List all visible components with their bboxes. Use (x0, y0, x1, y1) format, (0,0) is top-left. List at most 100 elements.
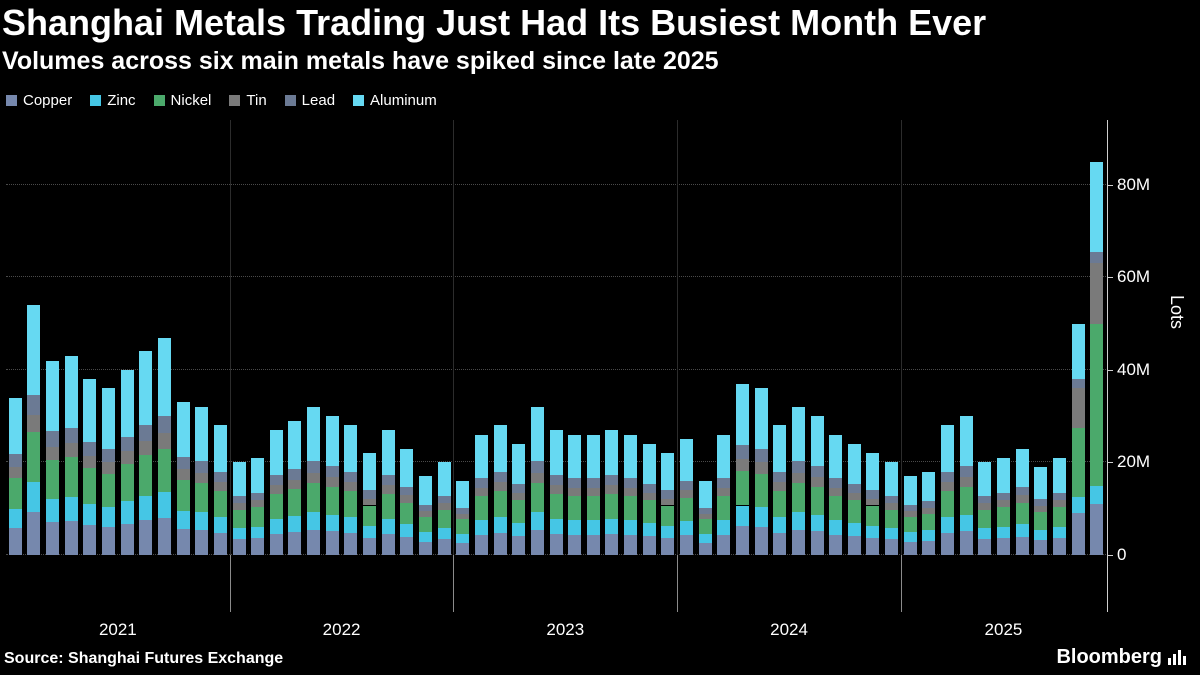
bar-segment-nickel (120, 464, 134, 502)
bar-segment-nickel (829, 496, 843, 521)
bar-segment-aluminum (120, 369, 134, 437)
bar-segment-copper (269, 533, 283, 555)
gridline (6, 276, 1106, 278)
bar-segment-zinc (437, 528, 451, 540)
bar-segment-tin (754, 462, 768, 474)
bar-segment-tin (661, 498, 675, 506)
bar-segment-aluminum (568, 434, 582, 479)
bar-segment-zinc (996, 526, 1010, 539)
bar-segment-tin (456, 513, 470, 519)
bar-segment-tin (624, 487, 638, 497)
bar-segment-aluminum (1071, 323, 1085, 380)
bar-segment-lead (922, 501, 936, 508)
bar-segment-copper (735, 525, 749, 555)
bar-segment-zinc (1090, 485, 1104, 505)
bar-segment-lead (437, 495, 451, 504)
bar-segment-zinc (512, 522, 526, 537)
bar-segment-aluminum (46, 360, 60, 431)
bar-segment-lead (586, 478, 600, 488)
bar-segment-lead (195, 460, 209, 473)
bar-segment-zinc (717, 520, 731, 535)
bar-segment-zinc (847, 522, 861, 537)
bar-segment-nickel (1071, 427, 1085, 498)
bar-segment-aluminum (549, 430, 563, 475)
bar-segment-lead (847, 483, 861, 493)
bar-segment-zinc (773, 517, 787, 533)
bar-segment-zinc (735, 505, 749, 526)
bar-segment-nickel (102, 473, 116, 507)
bar-segment-zinc (680, 521, 693, 536)
bar-segment-copper (251, 538, 265, 555)
bar-segment-zinc (456, 533, 470, 543)
y-axis-tick (1107, 369, 1113, 371)
bar-segment-tin (698, 513, 712, 519)
bar-segment-lead (698, 507, 712, 514)
bar-segment-aluminum (680, 439, 693, 481)
bar-segment-copper (530, 530, 544, 555)
bar-segment-nickel (941, 491, 955, 518)
bar-segment-aluminum (717, 434, 731, 479)
legend-label: Zinc (107, 92, 136, 109)
bar-segment-tin (269, 485, 283, 494)
bar-segment-copper (885, 539, 899, 555)
bar-segment-tin (885, 503, 899, 510)
x-axis-tick (900, 555, 902, 612)
bar-segment-aluminum (232, 462, 246, 496)
bar-segment-copper (8, 528, 22, 555)
bar-segment-tin (605, 485, 619, 494)
bar-segment-lead (791, 460, 805, 473)
bar-segment-aluminum (698, 480, 712, 508)
bar-segment-copper (586, 534, 600, 555)
bar-segment-lead (139, 424, 153, 441)
bar-segment-zinc (418, 532, 432, 542)
bar-segment-zinc (698, 533, 712, 543)
bar-segment-zinc (903, 532, 917, 542)
bar-segment-aluminum (941, 425, 955, 472)
bar-segment-zinc (586, 520, 600, 535)
bar-segment-aluminum (922, 471, 936, 502)
bar-segment-tin (810, 477, 824, 487)
bar-segment-lead (418, 504, 432, 512)
bar-segment-tin (530, 472, 544, 483)
bar-segment-zinc (922, 530, 936, 541)
bar-segment-nickel (530, 482, 544, 513)
bar-segment-lead (232, 495, 246, 504)
bar-segment-lead (474, 478, 488, 488)
y-axis-line (1107, 120, 1108, 612)
bar-segment-nickel (418, 516, 432, 533)
bar-segment-tin (232, 503, 246, 510)
bar-segment-aluminum (624, 434, 638, 479)
bar-segment-tin (866, 498, 880, 506)
bar-segment-tin (83, 455, 97, 469)
bar-segment-tin (437, 503, 451, 510)
bar-segment-copper (1090, 504, 1104, 555)
legend-item-lead: Lead (284, 92, 335, 109)
bar-segment-zinc (157, 492, 171, 518)
bar-segment-aluminum (903, 476, 917, 505)
bar-segment-lead (735, 445, 749, 460)
bar-segment-copper (381, 533, 395, 555)
bar-segment-aluminum (642, 443, 656, 484)
bar-segment-nickel (64, 457, 78, 498)
bar-segment-lead (680, 480, 693, 490)
bar-segment-tin (922, 507, 936, 514)
bar-segment-aluminum (251, 457, 265, 493)
bar-segment-nickel (157, 448, 171, 493)
year-divider-line (677, 120, 679, 555)
plot-area (6, 120, 1106, 555)
bar-segment-copper (139, 520, 153, 555)
legend: Copper Zinc Nickel Tin Lead Aluminum (6, 92, 437, 109)
bar-segment-copper (866, 537, 880, 555)
bar-segment-tin (251, 500, 265, 508)
bar-segment-tin (512, 492, 526, 501)
legend-label: Copper (23, 92, 73, 109)
x-axis-year-label: 2024 (770, 620, 808, 639)
bar-segment-lead (624, 478, 638, 488)
bar-segment-nickel (624, 496, 638, 521)
bar-segment-zinc (568, 520, 582, 535)
bar-segment-tin (941, 481, 955, 492)
bar-segment-zinc (1052, 526, 1066, 539)
bar-segment-aluminum (978, 462, 992, 496)
bar-segment-copper (474, 534, 488, 555)
bar-segment-zinc (400, 524, 414, 537)
